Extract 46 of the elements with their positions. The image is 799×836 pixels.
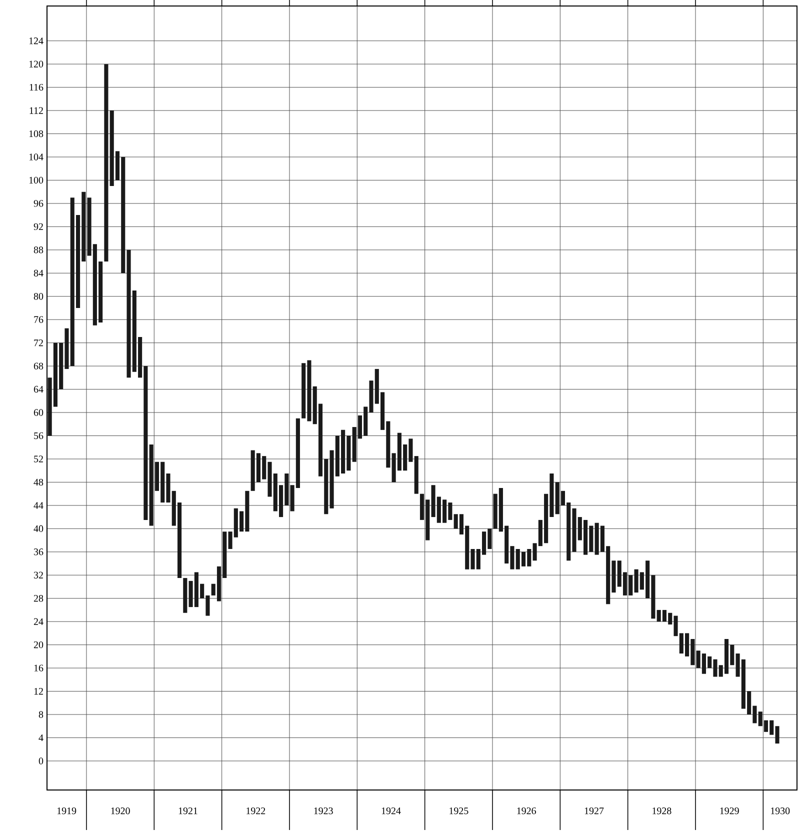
- y-tick-label: 48: [34, 478, 44, 486]
- y-tick-label: 40: [34, 525, 44, 532]
- y-tick-label: 80: [34, 293, 44, 300]
- y-tick-label: 36: [34, 548, 44, 556]
- y-tick-label: 16: [34, 664, 44, 672]
- x-tick-label: 1929: [720, 808, 739, 814]
- y-tick-label: 100: [29, 176, 44, 184]
- y-tick-label: 104: [29, 154, 44, 160]
- y-tick-label: 108: [29, 130, 44, 138]
- y-tick-label: 24: [34, 618, 44, 625]
- x-tick-label: 1920: [111, 808, 130, 814]
- y-tick-label: 68: [34, 362, 44, 370]
- y-tick-label: 112: [30, 107, 43, 114]
- y-tick-label: 124: [29, 38, 44, 44]
- x-tick-label: 1930: [771, 808, 790, 814]
- x-tick-label: 1926: [517, 808, 536, 814]
- y-tick-label: 0: [38, 758, 44, 764]
- y-tick-label: 8: [38, 711, 44, 718]
- y-tick-label: 72: [34, 340, 43, 346]
- y-tick-label: 84: [34, 270, 44, 276]
- y-tick-label: 116: [30, 84, 44, 91]
- bar: [104, 64, 108, 262]
- y-tick-label: 120: [29, 60, 44, 68]
- y-tick-label: 88: [34, 246, 44, 254]
- y-tick-label: 96: [34, 200, 44, 207]
- x-tick-label: 1922: [246, 808, 266, 814]
- x-tick-label: 1921: [178, 808, 198, 814]
- y-tick-label: 32: [34, 572, 43, 578]
- y-tick-label: 92: [34, 223, 43, 230]
- x-tick-label: 1919: [57, 808, 76, 814]
- y-tick-label: 20: [34, 641, 44, 648]
- x-tick-label: 1923: [314, 808, 333, 814]
- y-tick-label: 60: [34, 409, 44, 416]
- x-tick-label: 1924: [382, 808, 401, 814]
- y-tick-label: 64: [34, 386, 44, 393]
- x-tick-label: 1925: [450, 808, 468, 814]
- y-tick-label: 56: [34, 432, 44, 440]
- y-tick-label: 76: [34, 316, 44, 323]
- y-tick-label: 52: [34, 456, 43, 462]
- x-tick-label: 1928: [652, 808, 672, 814]
- y-tick-label: 28: [34, 594, 44, 602]
- y-tick-label: 12: [34, 688, 43, 695]
- y-tick-label: 4: [38, 734, 44, 742]
- x-tick-label: 1927: [584, 808, 604, 814]
- bar: [183, 578, 188, 613]
- y-tick-label: 44: [34, 502, 44, 509]
